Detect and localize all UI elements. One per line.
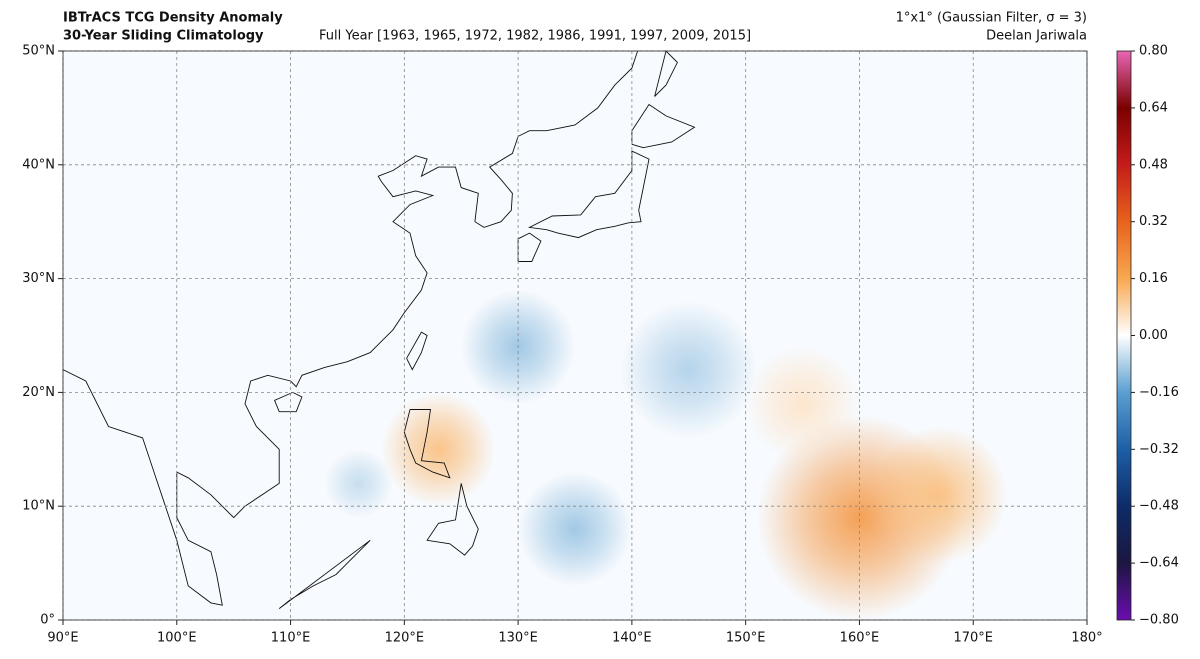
x-tick-label: 130°E [498, 631, 538, 646]
x-tick-label: 150°E [726, 631, 766, 646]
colorbar-tick-label: −0.80 [1139, 613, 1179, 628]
x-tick-label: 110°E [271, 631, 311, 646]
y-tick-label: 50°N [22, 44, 55, 59]
anomaly [381, 392, 496, 507]
x-tick-label: 160°E [840, 631, 880, 646]
colorbar-tick-label: −0.32 [1139, 442, 1179, 457]
anomaly [870, 426, 1008, 564]
x-tick-label: 100°E [157, 631, 197, 646]
y-tick-label: 30°N [22, 271, 55, 286]
coastline [527, 150, 650, 239]
coastline [274, 391, 303, 413]
anomaly [620, 301, 758, 438]
x-tick-label: 170°E [953, 631, 993, 646]
coastline [631, 103, 696, 149]
coastline [654, 50, 678, 97]
colorbar-fill [1116, 50, 1132, 621]
y-tick-label: 40°N [22, 157, 55, 172]
anomaly [324, 449, 393, 518]
colorbar-tick-label: 0.80 [1139, 44, 1168, 59]
colorbar-tick-label: −0.48 [1139, 499, 1179, 514]
y-tick-label: 10°N [22, 499, 55, 514]
coastline [426, 483, 479, 556]
colorbar-tick-label: 0.16 [1139, 271, 1168, 286]
anomaly [745, 346, 860, 461]
coastline [517, 232, 542, 262]
colorbar-tick-label: −0.64 [1139, 556, 1179, 571]
x-tick-label: 120°E [385, 631, 425, 646]
x-tick-label: 140°E [612, 631, 652, 646]
y-tick-label: 20°N [22, 385, 55, 400]
colorbar-tick-label: 0.48 [1139, 157, 1168, 172]
title: IBTrACS TCG Density Anomaly [63, 11, 283, 26]
colorbar-tick-label: 0.32 [1139, 214, 1168, 229]
author: Deelan Jariwala [986, 29, 1087, 44]
x-tick-label: 180° [1071, 631, 1102, 646]
colorbar-tick-label: 0.64 [1139, 100, 1168, 115]
coastline [62, 50, 639, 606]
x-tick-label: 90°E [47, 631, 78, 646]
coastline [406, 331, 428, 371]
colorbar: −0.80 −0.64 −0.48 −0.32 −0.16 0.00 0.16 0.32 0.4… [1116, 44, 1179, 628]
resolution: 1°x1° (Gaussian Filter, σ = 3) [896, 11, 1087, 26]
subtitle: 30-Year Sliding Climatology [63, 29, 264, 44]
coastline [278, 539, 371, 609]
anomaly [518, 472, 632, 586]
colorbar-tick-label: 0.00 [1139, 328, 1168, 343]
period: Full Year [1963, 1965, 1972, 1982, 1986,… [319, 29, 751, 44]
y-tick-label: 0° [40, 613, 55, 628]
coastline [403, 409, 451, 479]
colorbar-tick-label: −0.16 [1139, 385, 1179, 400]
coastlines [62, 50, 696, 609]
map-frame [62, 50, 1088, 621]
